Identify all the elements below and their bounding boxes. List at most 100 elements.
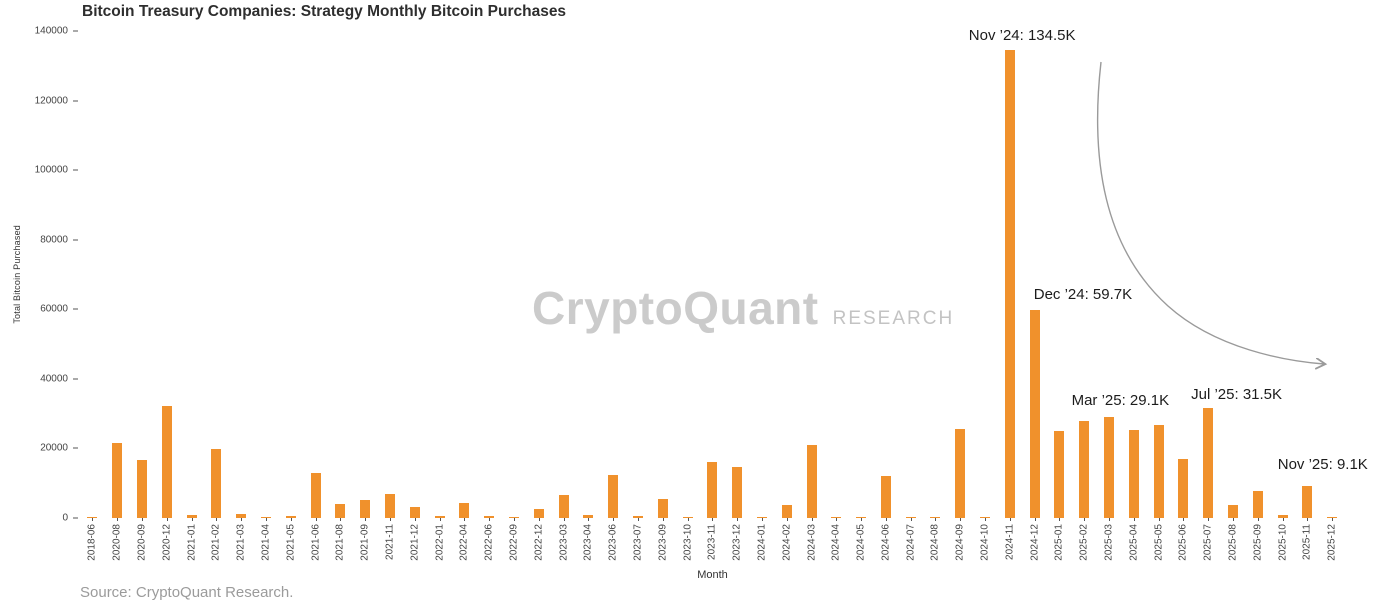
x-tick-mark bbox=[662, 518, 664, 521]
bar-slot: 2018-06 bbox=[80, 31, 105, 561]
bar-slot: 2025-02 bbox=[1072, 31, 1097, 561]
bar-slot: 2023-07 bbox=[626, 31, 651, 561]
bar bbox=[1228, 505, 1239, 518]
bar-slot: 2024-07 bbox=[898, 31, 923, 561]
bar bbox=[608, 474, 619, 518]
bar-slot: 2021-08 bbox=[328, 31, 353, 561]
bar bbox=[1054, 431, 1065, 518]
x-tick-mark bbox=[985, 518, 987, 521]
x-tick-label: 2021-01 bbox=[186, 524, 198, 561]
bar bbox=[1128, 429, 1139, 518]
x-tick-mark bbox=[1034, 518, 1036, 521]
x-tick-mark bbox=[365, 518, 367, 521]
x-tick-label: 2021-11 bbox=[384, 524, 396, 560]
bar bbox=[1302, 486, 1313, 518]
y-tick-mark bbox=[73, 378, 78, 380]
bar bbox=[558, 495, 569, 518]
y-tick-label: 120000 bbox=[34, 95, 68, 107]
bar-slot: 2022-01 bbox=[427, 31, 452, 561]
x-tick-label: 2021-06 bbox=[310, 524, 322, 561]
bar bbox=[756, 516, 767, 518]
x-tick-label: 2024-12 bbox=[1029, 524, 1041, 561]
bar-slot: 2021-04 bbox=[254, 31, 279, 561]
x-tick-label: 2023-06 bbox=[607, 524, 619, 561]
x-tick-mark bbox=[885, 518, 887, 521]
y-tick-label: 80000 bbox=[40, 234, 68, 246]
bar-slot: 2023-06 bbox=[601, 31, 626, 561]
bar bbox=[781, 504, 792, 518]
bar bbox=[236, 514, 247, 518]
x-tick-mark bbox=[1059, 518, 1061, 521]
bar bbox=[682, 516, 693, 518]
bar-slot: 2024-09 bbox=[948, 31, 973, 561]
bar bbox=[186, 515, 197, 518]
y-tick: 60000 bbox=[40, 304, 78, 315]
x-tick-label: 2020-08 bbox=[111, 524, 123, 561]
chart-title: Bitcoin Treasury Companies: Strategy Mon… bbox=[82, 3, 567, 20]
x-tick-label: 2025-09 bbox=[1252, 524, 1264, 561]
x-tick-label: 2024-05 bbox=[855, 524, 867, 561]
x-tick-label: 2025-03 bbox=[1103, 524, 1115, 561]
x-tick-label: 2021-05 bbox=[285, 524, 297, 561]
x-tick-label: 2022-04 bbox=[458, 524, 470, 561]
x-tick-label: 2022-06 bbox=[483, 524, 495, 561]
x-tick-label: 2024-10 bbox=[979, 524, 991, 561]
x-tick-mark bbox=[216, 518, 218, 521]
x-tick-label: 2024-08 bbox=[929, 524, 941, 561]
x-tick-label: 2025-10 bbox=[1277, 524, 1289, 561]
bar-slot: 2023-04 bbox=[576, 31, 601, 561]
y-tick: 100000 bbox=[35, 165, 78, 176]
bar-slot: 2024-12 bbox=[1022, 31, 1047, 561]
source-note: Source: CryptoQuant Research. bbox=[80, 584, 294, 601]
bar-slot: 2024-01 bbox=[750, 31, 775, 561]
x-tick-mark bbox=[861, 518, 863, 521]
bar bbox=[806, 444, 817, 518]
x-tick-mark bbox=[340, 518, 342, 521]
x-tick-label: 2024-11 bbox=[1004, 524, 1016, 560]
x-tick-label: 2024-02 bbox=[781, 524, 793, 561]
x-tick-mark bbox=[191, 518, 193, 521]
x-tick-label: 2022-01 bbox=[434, 524, 446, 561]
bar bbox=[583, 514, 594, 518]
x-tick-mark bbox=[761, 518, 763, 521]
x-tick-mark bbox=[712, 518, 714, 521]
x-tick-label: 2021-03 bbox=[235, 524, 247, 561]
bar bbox=[1029, 310, 1040, 518]
bar bbox=[384, 493, 395, 518]
bar bbox=[831, 516, 842, 518]
y-tick-label: 40000 bbox=[40, 373, 68, 385]
bar-slot: 2025-12 bbox=[1320, 31, 1345, 561]
bar bbox=[136, 459, 147, 518]
bar bbox=[508, 516, 519, 518]
bar-slot: 2025-07 bbox=[1196, 31, 1221, 561]
y-tick-mark bbox=[73, 100, 78, 102]
y-tick: 40000 bbox=[40, 373, 78, 384]
bar bbox=[1079, 420, 1090, 518]
bar bbox=[161, 406, 172, 518]
y-axis: 0 20000 40000 60000 80000 100000 120000 140000 bbox=[0, 26, 78, 524]
bar bbox=[1327, 516, 1338, 518]
x-tick-mark bbox=[563, 518, 565, 521]
bar bbox=[87, 516, 98, 518]
bar-slot: 2024-05 bbox=[849, 31, 874, 561]
watermark-brand: CryptoQuant bbox=[532, 282, 819, 334]
x-tick-mark bbox=[315, 518, 317, 521]
x-tick-mark bbox=[513, 518, 515, 521]
bar bbox=[905, 516, 916, 518]
bar-slot: 2021-09 bbox=[353, 31, 378, 561]
y-tick: 140000 bbox=[35, 26, 78, 37]
x-tick-mark bbox=[910, 518, 912, 521]
x-tick-mark bbox=[414, 518, 416, 521]
x-tick-mark bbox=[439, 518, 441, 521]
y-tick-mark bbox=[73, 517, 78, 519]
x-tick-mark bbox=[1084, 518, 1086, 521]
bar bbox=[880, 476, 891, 518]
x-axis-title: Month bbox=[697, 569, 728, 581]
x-tick-mark bbox=[141, 518, 143, 521]
y-tick-label: 140000 bbox=[34, 25, 68, 37]
y-tick-label: 0 bbox=[62, 512, 68, 524]
x-tick-label: 2024-09 bbox=[954, 524, 966, 561]
x-tick-mark bbox=[464, 518, 466, 521]
x-tick-mark bbox=[786, 518, 788, 521]
